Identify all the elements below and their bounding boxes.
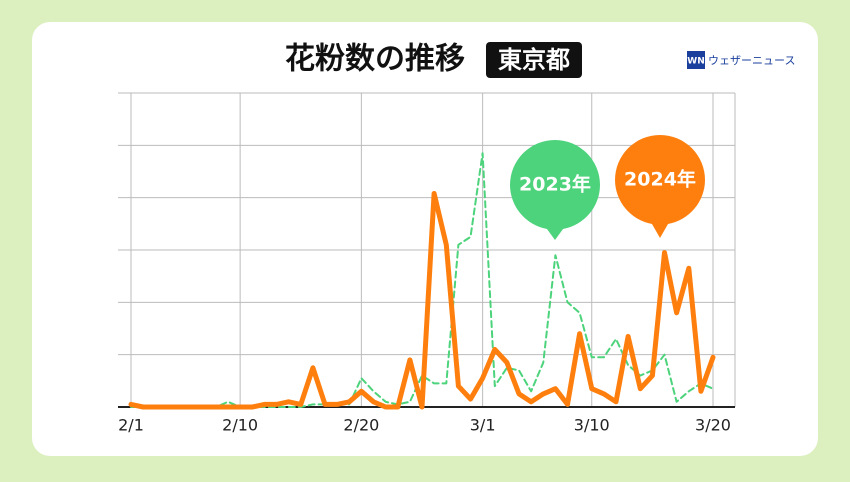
legend-label: 2023年	[519, 173, 591, 196]
chart-title: 花粉数の推移	[285, 42, 465, 77]
logo-mark-bg	[687, 51, 705, 69]
x-tick-label: 3/10	[574, 416, 610, 435]
x-tick-label: 2/1	[118, 416, 144, 435]
region-label: 東京都	[498, 46, 570, 74]
x-tick-label: 2/10	[222, 416, 258, 435]
x-tick-label: 2/20	[343, 416, 379, 435]
x-tick-label: 3/1	[470, 416, 496, 435]
logo-text: ウェザーニュース	[708, 54, 795, 67]
region-badge	[486, 42, 582, 78]
series-line	[128, 191, 716, 410]
legend-label: 2024年	[624, 168, 696, 191]
logo-mark: WN	[687, 57, 704, 67]
legend-bubble	[615, 135, 705, 238]
card	[32, 22, 818, 456]
x-tick-label: 3/20	[695, 416, 731, 435]
legend-bubble	[510, 140, 600, 240]
